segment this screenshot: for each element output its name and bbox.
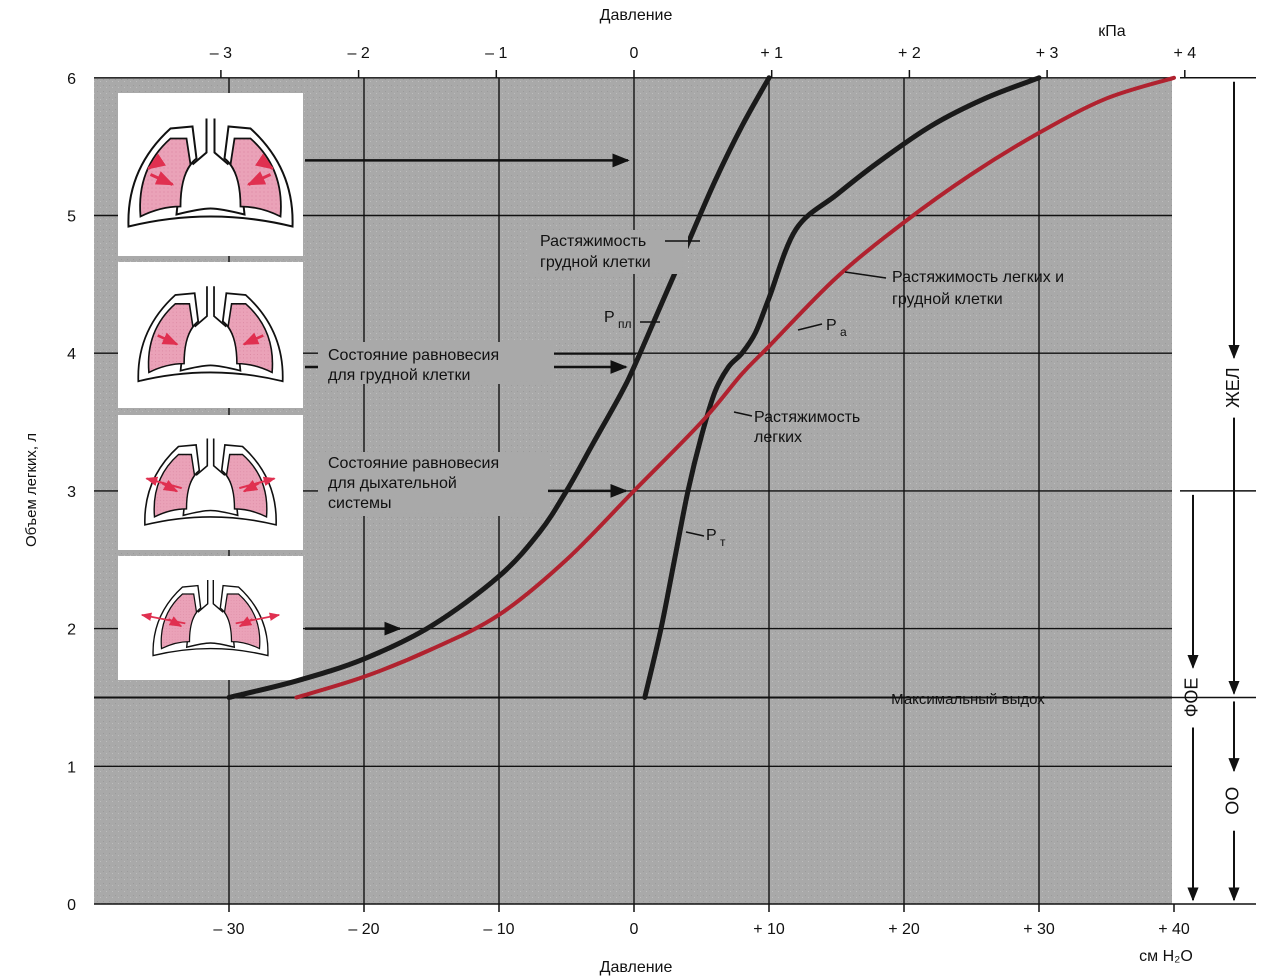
y-tick-label: 4 [67, 346, 76, 363]
lungs-expanded-icon [127, 118, 294, 228]
top-tick-label: + 4 [1173, 45, 1196, 62]
label-eq-chest: Состояние равновесия [328, 347, 499, 364]
y-axis-title: Объем легких, л [23, 433, 40, 547]
trachea [197, 580, 224, 613]
y-tick-label: 3 [67, 484, 76, 501]
chest-outline [144, 444, 277, 526]
y-tick-label: 1 [67, 759, 76, 776]
trachea [195, 438, 226, 476]
bottom-axis-unit: см H₂O [1139, 948, 1193, 965]
top-tick-label: – 1 [485, 45, 507, 62]
y-tick-label: 2 [67, 622, 76, 639]
top-tick-label: + 1 [760, 45, 783, 62]
bracket-label: ЖЕЛ [1223, 367, 1243, 407]
lung-panel-bg [118, 415, 303, 550]
lung-panel-bg [118, 556, 303, 680]
label-chest-compliance: грудной клетки [540, 254, 651, 271]
label-eq-resp: системы [328, 495, 391, 512]
series-line-3 [294, 75, 1176, 700]
series-line-2 [642, 75, 1042, 700]
label-p-pl: P [604, 309, 615, 326]
lungs-equilibrium-icon [144, 438, 277, 526]
bottom-tick-label: – 30 [213, 921, 244, 938]
trachea [194, 286, 227, 328]
y-tick-label: 0 [67, 897, 76, 914]
top-tick-label: + 2 [898, 45, 921, 62]
chest-outline [137, 292, 284, 383]
bottom-tick-label: – 10 [483, 921, 514, 938]
force-arrow-in [157, 332, 179, 346]
bottom-tick-label: + 20 [888, 921, 920, 938]
force-arrow-in [161, 479, 179, 493]
label-chest-compliance: Растяжимость [540, 233, 646, 250]
top-tick-label: + 3 [1036, 45, 1059, 62]
force-arrow-in [149, 171, 175, 186]
lung-panel-3 [118, 415, 303, 550]
bottom-tick-label: – 20 [348, 921, 379, 938]
force-arrow-out [255, 153, 274, 170]
label-bg [528, 230, 688, 274]
annotations: Максимальный выдох Растяжимость грудной к… [318, 230, 1064, 708]
top-tick-label: – 3 [210, 45, 232, 62]
label-eq-resp: для дыхательной [328, 475, 457, 492]
label-p-a: P [826, 317, 837, 334]
label-bg [318, 342, 554, 384]
force-arrow-in [167, 616, 183, 628]
force-arrow-in [246, 171, 272, 186]
lung-panel-1 [118, 93, 303, 256]
label-lung-system: грудной клетки [892, 291, 1003, 308]
bottom-tick-label: 0 [630, 921, 639, 938]
tick-labels: – 30– 20– 10 0 + 10 + 20 + 30 + 40– 3– 2– 1 0 +… [67, 45, 1196, 938]
label-lung-compliance: легких [754, 429, 802, 446]
lungs-partial-icon [137, 286, 284, 383]
lung-panel-4 [118, 556, 303, 680]
lung-panel-2 [118, 262, 303, 408]
force-arrow-in [242, 479, 260, 493]
curves [226, 75, 1176, 700]
label-lung-compliance: Растяжимость [754, 409, 860, 426]
top-axis-title: Давление [600, 7, 673, 24]
label-eq-chest: для грудной клетки [328, 367, 470, 384]
leader-lungs [733, 411, 753, 417]
leader-pa [797, 323, 823, 331]
series-line-1 [226, 75, 772, 700]
chest-outline [152, 584, 269, 657]
bottom-tick-label: + 30 [1023, 921, 1055, 938]
bottom-tick-label: + 40 [1158, 921, 1190, 938]
label-bg [318, 452, 548, 516]
bottom-tick-label: + 10 [753, 921, 785, 938]
lung-panel-bg [118, 262, 303, 408]
bottom-axis-title: Давление [600, 959, 673, 976]
top-axis-unit: кПа [1098, 23, 1126, 40]
label-eq-resp: Состояние равновесия [328, 455, 499, 472]
bracket-label: ОО [1223, 787, 1243, 815]
label-p-t: P [706, 527, 717, 544]
force-arrow-out [147, 153, 166, 170]
lung-illustrations [118, 93, 303, 680]
lungs-compressed-icon [140, 580, 281, 657]
leader-pt [685, 531, 705, 537]
label-lung-system: Растяжимость легких и [892, 269, 1064, 286]
y-tick-label: 6 [67, 71, 76, 88]
force-arrow-in [238, 616, 254, 628]
top-tick-label: 0 [630, 45, 639, 62]
force-arrow-in [242, 332, 264, 346]
label-p-pl-sub: пл [618, 317, 632, 331]
leader-lung-system [844, 271, 887, 279]
label-max-exhale: Максимальный выдох [891, 691, 1045, 708]
top-tick-label: – 2 [347, 45, 369, 62]
chest-outline [127, 125, 294, 228]
label-p-a-sub: a [840, 325, 847, 339]
y-tick-label: 5 [67, 209, 76, 226]
label-p-t-sub: т [720, 535, 726, 549]
trachea [191, 118, 230, 166]
